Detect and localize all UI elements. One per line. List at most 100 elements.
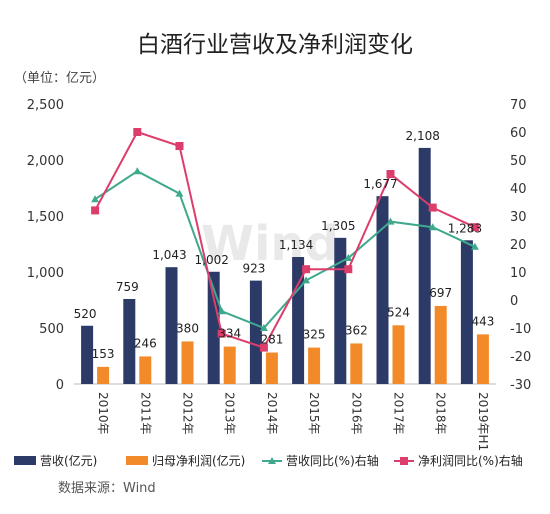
profit-growth-point	[428, 203, 437, 212]
profit-bar	[223, 346, 236, 384]
revenue-bar	[81, 325, 94, 384]
profit-bar	[476, 334, 489, 384]
left-axis: 0 500 1,000 1,500 2,000 2,500	[27, 98, 64, 393]
bar-labels: 520 153 759 246 1,043 380 1,002 334 923 281 1,134 3…	[74, 129, 495, 361]
revenue-data-label: 759	[116, 280, 139, 294]
watermark: Wind	[201, 216, 339, 272]
profit-growth-point	[386, 170, 395, 178]
revenue-growth-point	[133, 167, 142, 175]
left-tick-label: 1,000	[27, 266, 64, 281]
right-tick-label: 30	[510, 210, 527, 225]
x-tick-label: 2018年	[434, 392, 448, 435]
revenue-data-label: 1,305	[321, 219, 355, 233]
revenue-bar	[249, 280, 262, 384]
right-tick-label: 70	[510, 98, 527, 113]
revenue-data-label: 1,002	[195, 253, 229, 267]
revenue-data-label: 520	[74, 307, 97, 321]
profit-bar	[181, 341, 194, 384]
right-tick-label: 50	[510, 154, 527, 169]
profit-growth-point	[91, 206, 100, 215]
revenue-data-label: 1,043	[152, 248, 186, 262]
right-axis: -30 -20 -10 0 10 20 30 40 50 60 70	[510, 98, 531, 393]
revenue-growth-point	[259, 324, 268, 331]
revenue-growth-point	[344, 254, 353, 261]
profit-growth-point	[470, 223, 479, 232]
profit-data-label: 443	[471, 314, 494, 328]
legend-label: 营收(亿元)	[40, 453, 97, 468]
revenue-growth-point	[91, 195, 100, 203]
x-tick-label: 2012年	[181, 392, 195, 435]
profit-bar	[434, 305, 447, 384]
left-tick-label: 1,500	[27, 210, 64, 225]
x-tick-label: 2013年	[223, 392, 237, 435]
lines	[91, 128, 479, 352]
legend-label: 营收同比(%)右轴	[286, 453, 379, 468]
profit-data-label: 153	[92, 347, 115, 361]
profit-growth-line	[94, 130, 476, 349]
x-axis: 2010年 2011年 2012年 2013年 2014年 2015年 2016年 2017年…	[96, 392, 490, 451]
revenue-data-label: 2,108	[406, 129, 440, 143]
legend-label: 净利润同比(%)右轴	[418, 453, 523, 468]
revenue-bar	[123, 298, 136, 384]
x-tick-label: 2011年	[138, 392, 152, 435]
profit-data-label: 246	[134, 336, 157, 350]
x-tick-label: 2019年H1	[476, 392, 490, 451]
x-tick-label: 2016年	[349, 392, 363, 435]
right-tick-label: -30	[510, 378, 531, 393]
left-tick-label: 0	[56, 378, 64, 393]
revenue-bar	[418, 147, 431, 384]
revenue-growth-point	[386, 217, 395, 225]
revenue-growth-point	[470, 242, 479, 250]
x-tick-label: 2017年	[392, 392, 406, 435]
right-tick-label: 10	[510, 266, 527, 281]
revenue-data-label: 1,677	[363, 177, 397, 191]
left-tick-label: 2,500	[27, 98, 64, 113]
x-tick-label: 2014年	[265, 392, 279, 435]
x-tick-label: 2010年	[96, 392, 110, 435]
chart-title: 白酒行业营收及净利润变化	[137, 32, 413, 58]
revenue-data-label: 1,134	[279, 238, 313, 252]
right-tick-label: 20	[510, 238, 527, 253]
legend-marker	[268, 457, 276, 464]
unit-label: （单位：亿元）	[14, 71, 105, 86]
profit-data-label: 325	[303, 328, 326, 342]
profit-growth-point	[217, 329, 226, 338]
profit-data-label: 697	[429, 286, 452, 300]
revenue-bar	[460, 240, 473, 384]
legend-swatch	[126, 456, 148, 465]
right-tick-label: -10	[510, 322, 531, 337]
x-tick-label: 2015年	[307, 392, 321, 435]
profit-growth-point	[259, 343, 268, 352]
profit-bar	[308, 347, 321, 384]
revenue-data-label: 923	[242, 262, 265, 276]
legend-marker	[400, 457, 408, 465]
legend-swatch	[14, 456, 36, 465]
revenue-bar	[376, 196, 389, 384]
right-tick-label: 60	[510, 126, 527, 141]
profit-data-label: 524	[387, 305, 410, 319]
revenue-growth-point	[217, 307, 226, 315]
profit-bar	[392, 325, 405, 384]
right-tick-label: -20	[510, 350, 531, 365]
profit-growth-point	[133, 128, 142, 136]
bars	[81, 147, 489, 384]
profit-bar	[139, 356, 152, 384]
source-note: 数据来源：Wind	[58, 481, 156, 496]
legend: 营收(亿元) 归母净利润(亿元) 营收同比(%)右轴 净利润同比(%)右轴	[14, 453, 523, 468]
revenue-data-label: 1,283	[448, 221, 482, 235]
right-tick-label: 40	[510, 182, 527, 197]
revenue-growth-line	[94, 170, 476, 330]
profit-data-label: 380	[176, 321, 199, 335]
profit-data-label: 281	[260, 333, 283, 347]
revenue-bar	[165, 267, 178, 384]
revenue-growth-point	[428, 223, 437, 231]
profit-bar	[97, 366, 110, 384]
left-tick-label: 500	[39, 322, 64, 337]
revenue-growth-point	[175, 189, 184, 197]
profit-growth-point	[344, 265, 353, 274]
profit-growth-point	[175, 142, 184, 150]
profit-data-label: 334	[218, 327, 241, 341]
revenue-growth-point	[302, 276, 311, 284]
profit-data-label: 362	[345, 323, 368, 337]
